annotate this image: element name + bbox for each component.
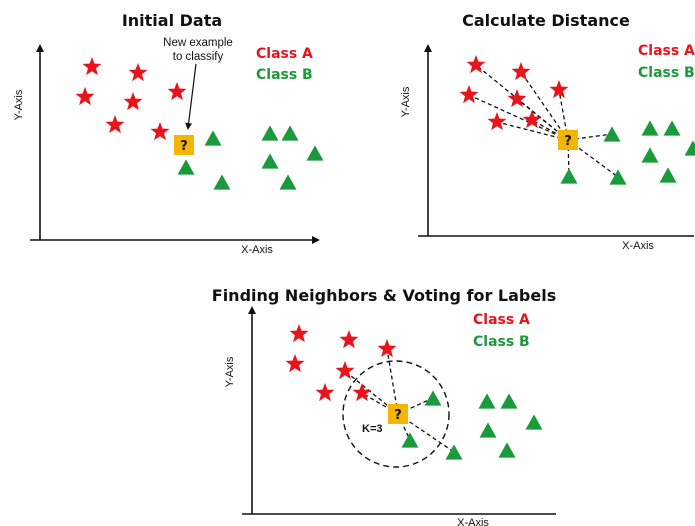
panel-distance-points: ? bbox=[459, 55, 695, 185]
class-a-star bbox=[128, 63, 148, 82]
class-b-triangle bbox=[306, 145, 324, 161]
legend-class-b: Class B bbox=[256, 67, 313, 83]
class-b-triangle bbox=[279, 174, 297, 190]
class-a-star bbox=[105, 115, 125, 134]
class-b-triangle bbox=[213, 174, 231, 190]
class-a-star bbox=[466, 55, 486, 74]
class-a-star bbox=[335, 361, 355, 380]
class-b-triangle bbox=[663, 120, 681, 136]
panel-initial-data: Initial Data X-Axis Y-Axis Class A Class… bbox=[13, 11, 324, 256]
panel-title: Initial Data bbox=[122, 11, 222, 30]
legend-class-b: Class B bbox=[638, 65, 695, 81]
class-a-star bbox=[352, 383, 372, 402]
class-b-triangle bbox=[204, 130, 222, 146]
class-b-triangle bbox=[261, 125, 279, 141]
k-value-label: K=3 bbox=[362, 423, 383, 435]
y-axis-label: Y-Axis bbox=[13, 89, 25, 120]
class-b-triangle bbox=[641, 120, 659, 136]
note-arrow bbox=[185, 63, 197, 130]
x-axis-label: X-Axis bbox=[622, 240, 654, 252]
class-b-triangle bbox=[603, 126, 621, 142]
class-a-star bbox=[507, 89, 527, 108]
legend-class-a: Class A bbox=[473, 312, 530, 328]
query-mark: ? bbox=[180, 139, 188, 154]
query-mark: ? bbox=[394, 408, 402, 423]
class-a-star bbox=[315, 383, 335, 402]
class-b-triangle bbox=[478, 393, 496, 409]
class-b-triangle bbox=[560, 168, 578, 184]
class-b-triangle bbox=[177, 159, 195, 175]
y-axis-label: Y-Axis bbox=[400, 86, 412, 117]
x-axis-label: X-Axis bbox=[457, 517, 489, 526]
distance-line bbox=[520, 71, 569, 141]
class-b-triangle bbox=[479, 422, 497, 438]
class-b-triangle bbox=[261, 153, 279, 169]
class-a-star bbox=[549, 80, 569, 99]
query-point bbox=[558, 130, 578, 150]
class-b-triangle bbox=[684, 140, 695, 156]
legend-class-a: Class A bbox=[256, 46, 313, 62]
class-a-star bbox=[75, 87, 95, 106]
class-a-star bbox=[511, 62, 531, 81]
query-point bbox=[174, 135, 194, 155]
distance-line bbox=[496, 121, 569, 141]
panel-title: Calculate Distance bbox=[462, 11, 630, 30]
query-point bbox=[388, 404, 408, 424]
note-line-2: to classify bbox=[173, 51, 224, 63]
distance-line bbox=[397, 413, 411, 441]
class-a-star bbox=[82, 57, 102, 76]
class-a-star bbox=[377, 339, 397, 358]
class-b-triangle bbox=[424, 390, 442, 406]
class-b-triangle bbox=[641, 147, 659, 163]
panel-calculate-distance: Calculate Distance X-Axis Y-Axis Class A… bbox=[400, 11, 695, 252]
distance-line bbox=[344, 370, 399, 415]
note-line-1: New example bbox=[163, 37, 233, 49]
class-a-star bbox=[459, 85, 479, 104]
panel-neighbors-points: ? bbox=[285, 324, 543, 460]
panel-finding-neighbors: Finding Neighbors & Voting for Labels X-… bbox=[212, 286, 556, 526]
class-a-star bbox=[289, 324, 309, 343]
class-a-star bbox=[123, 92, 143, 111]
class-b-triangle bbox=[500, 393, 518, 409]
class-a-star bbox=[487, 112, 507, 131]
class-b-triangle bbox=[659, 167, 677, 183]
y-axis-label: Y-Axis bbox=[224, 356, 236, 387]
panel-title: Finding Neighbors & Voting for Labels bbox=[212, 286, 556, 305]
distance-line bbox=[397, 413, 455, 453]
class-a-star bbox=[167, 82, 187, 101]
neighbor-lines bbox=[344, 348, 455, 453]
x-axis-label: X-Axis bbox=[241, 244, 273, 256]
distance-line bbox=[386, 348, 399, 415]
class-a-star bbox=[285, 354, 305, 373]
class-b-triangle bbox=[281, 125, 299, 141]
query-mark: ? bbox=[564, 134, 572, 149]
legend-class-b: Class B bbox=[473, 334, 530, 350]
class-a-star bbox=[522, 110, 542, 129]
class-a-star bbox=[150, 122, 170, 141]
panel-initial-points: ? bbox=[75, 57, 324, 190]
class-b-triangle bbox=[609, 169, 627, 185]
class-b-triangle bbox=[445, 444, 463, 460]
class-a-star bbox=[339, 330, 359, 349]
class-b-triangle bbox=[498, 442, 516, 458]
k-neighborhood-circle bbox=[342, 360, 450, 468]
class-b-triangle bbox=[401, 432, 419, 448]
class-b-triangle bbox=[525, 414, 543, 430]
legend-class-a: Class A bbox=[638, 43, 695, 59]
